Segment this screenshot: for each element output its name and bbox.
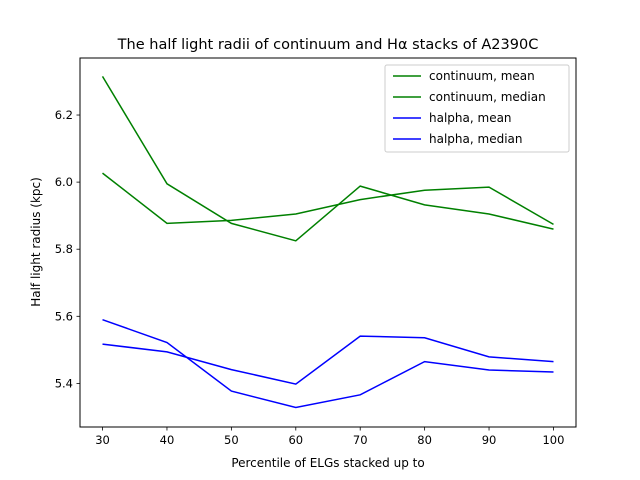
x-tick-label: 70: [353, 433, 368, 447]
y-axis-ticks: 5.4 5.6 5.8 6.0 6.2: [55, 108, 80, 390]
legend-label: continuum, median: [429, 90, 546, 104]
plot-lines: [101, 76, 554, 409]
series-line-4: [102, 335, 554, 385]
y-tick-label: 6.0: [55, 175, 73, 189]
chart-title: The half light radii of continuum and Hα…: [117, 37, 539, 53]
y-axis-label: Half light radius (kpc): [29, 177, 43, 307]
x-tick-label: 40: [160, 433, 175, 447]
x-tick-label: 90: [482, 433, 497, 447]
series-line-1: [101, 76, 554, 242]
legend-label: halpha, mean: [429, 111, 512, 125]
x-tick-label: 30: [95, 433, 110, 447]
legend-label: continuum, mean: [429, 69, 535, 83]
series-line-2: [102, 172, 554, 226]
x-axis-ticks: 30 40 50 60 70 80 90 100: [95, 427, 564, 447]
y-tick-label: 6.2: [55, 108, 73, 122]
x-axis-label: Percentile of ELGs stacked up to: [231, 456, 424, 470]
legend-label: halpha, median: [429, 132, 522, 146]
x-tick-label: 50: [224, 433, 239, 447]
y-tick-label: 5.4: [55, 376, 73, 390]
x-tick-label: 80: [417, 433, 432, 447]
y-tick-label: 5.6: [55, 309, 73, 323]
legend: continuum, mean continuum, median halpha, …: [384, 64, 570, 153]
x-tick-label: 60: [288, 433, 303, 447]
plot-frame: [79, 57, 577, 428]
legend-frame: [384, 64, 570, 153]
series-line-3: [102, 318, 554, 409]
x-tick-label: 100: [542, 433, 564, 447]
y-tick-label: 5.8: [55, 242, 73, 256]
